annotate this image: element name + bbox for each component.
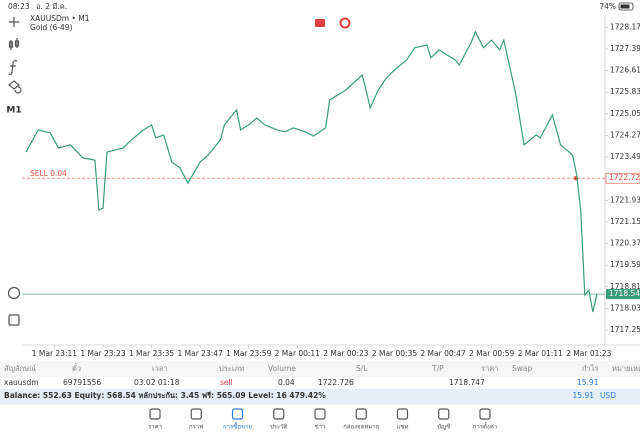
timeframe[interactable]: M1 bbox=[6, 106, 21, 116]
chart-subtitle: Gold (6-49) bbox=[30, 23, 73, 32]
table-cell: 1718.747 bbox=[449, 378, 485, 387]
balance-summary: Balance: 552.63 Equity: 568.54 หลักประกั… bbox=[4, 391, 326, 400]
tab-icon[interactable] bbox=[479, 408, 491, 420]
y-tick-label: 1724.270 bbox=[610, 130, 640, 139]
x-tick-label: 1 Mar 23:23 bbox=[80, 349, 126, 358]
function-icon[interactable] bbox=[8, 60, 18, 75]
balance-currency: USD bbox=[600, 391, 616, 400]
tab-icon[interactable] bbox=[231, 408, 244, 420]
table-header: เวลา bbox=[152, 364, 168, 373]
table-header: หมายเหตุ bbox=[612, 364, 640, 373]
x-tick-label: 1 Mar 23:35 bbox=[129, 349, 175, 358]
table-header: ราคา bbox=[481, 364, 498, 373]
x-tick-label: 2 Mar 01:11 bbox=[518, 349, 564, 358]
table-header: ประเภท bbox=[219, 364, 244, 373]
crosshair-icon[interactable] bbox=[9, 17, 19, 27]
y-tick-label: 1718.030 bbox=[610, 303, 640, 312]
y-tick-label: 1721.930 bbox=[610, 195, 640, 204]
tab-label[interactable]: ข่าว bbox=[315, 424, 326, 431]
x-tick-label: 1 Mar 23:47 bbox=[177, 349, 223, 358]
y-tick-label: 1723.490 bbox=[610, 152, 640, 161]
table-cell: 03.02 01:18 bbox=[134, 378, 180, 387]
tab-label[interactable]: กราฟ bbox=[189, 424, 203, 431]
x-tick-label: 2 Mar 01:23 bbox=[566, 349, 612, 358]
y-tick-label: 1727.390 bbox=[610, 44, 640, 53]
tab-icon[interactable] bbox=[314, 408, 326, 420]
x-tick-label: 2 Mar 00:59 bbox=[469, 349, 515, 358]
tab-label[interactable]: บัญชี bbox=[437, 423, 450, 431]
battery-level bbox=[620, 4, 630, 9]
chart-title: XAUUSDm • M1 bbox=[30, 14, 90, 23]
table-header: S/L bbox=[356, 364, 368, 373]
battery-icon bbox=[618, 2, 634, 11]
position-price-label: 1722.726 bbox=[609, 173, 640, 182]
y-tick-label: 1717.250 bbox=[610, 325, 640, 334]
balance-profit: 15.91 bbox=[573, 391, 595, 400]
left-toolbar: M1 bbox=[6, 17, 22, 326]
table-cell: sell bbox=[220, 378, 233, 387]
y-tick-label: 1725.050 bbox=[610, 109, 640, 118]
position-label: SELL 0.04 bbox=[30, 169, 67, 178]
table-cell: 15.91 bbox=[577, 378, 599, 387]
table-cell: 69791556 bbox=[63, 378, 101, 387]
y-tick-label: 1728.170 bbox=[610, 22, 640, 31]
table-header: Volume bbox=[268, 364, 296, 373]
y-tick-label: 1725.830 bbox=[610, 87, 640, 96]
trade-icon[interactable] bbox=[315, 19, 325, 27]
tab-icon[interactable] bbox=[438, 408, 450, 420]
y-tick-label: 1726.610 bbox=[610, 66, 640, 75]
table-header: T/P bbox=[431, 364, 444, 373]
status-time: 08:23 bbox=[8, 2, 30, 11]
indicator-icon[interactable] bbox=[8, 38, 20, 50]
add-icon[interactable] bbox=[8, 314, 20, 326]
tab-label[interactable]: แชท bbox=[397, 424, 409, 431]
tab-icon[interactable] bbox=[149, 408, 161, 420]
position-price-box bbox=[605, 172, 640, 184]
x-tick-label: 1 Mar 23:11 bbox=[32, 349, 78, 358]
table-header: กำไร bbox=[582, 364, 599, 373]
balance-bg bbox=[0, 389, 640, 403]
y-tick-label: 1718.810 bbox=[610, 282, 640, 291]
table-cell: 0.04 bbox=[278, 378, 295, 387]
y-tick-label: 1721.150 bbox=[610, 217, 640, 226]
last-price-box bbox=[606, 289, 640, 300]
tab-icon[interactable] bbox=[190, 408, 202, 420]
tab-label[interactable]: ประวัติ bbox=[270, 424, 288, 431]
status-date: อ. 2 มี.ค. bbox=[36, 2, 67, 11]
tab-icon[interactable] bbox=[273, 408, 285, 420]
table-header: ตั๋ว bbox=[72, 363, 81, 373]
table-cell: xauusdm bbox=[4, 378, 39, 387]
x-tick-label: 2 Mar 00:11 bbox=[275, 349, 321, 358]
tab-label[interactable]: การตั้งค่า bbox=[473, 421, 497, 431]
table-header: สัญลักษณ์ bbox=[4, 364, 36, 373]
tab-icon[interactable] bbox=[396, 408, 409, 420]
x-tick-label: 2 Mar 00:23 bbox=[323, 349, 369, 358]
tab-label[interactable]: ราคา bbox=[148, 424, 162, 431]
table-cell: 1722.726 bbox=[318, 378, 354, 387]
x-tick-label: 2 Mar 00:47 bbox=[420, 349, 466, 358]
zoom-icon[interactable] bbox=[7, 286, 21, 300]
tab-label[interactable]: การซื้อขาย bbox=[223, 421, 252, 431]
objects-icon[interactable] bbox=[8, 80, 22, 94]
x-tick-label: 1 Mar 23:59 bbox=[226, 349, 272, 358]
table-header: Swap bbox=[512, 364, 532, 373]
battery-text: 74% bbox=[599, 2, 616, 11]
price-line bbox=[25, 30, 598, 313]
tab-icon[interactable] bbox=[355, 408, 367, 420]
one-click-icon[interactable] bbox=[339, 17, 351, 29]
tab-label[interactable]: กล่องจดหมาย bbox=[343, 424, 379, 431]
y-tick-label: 1720.370 bbox=[610, 239, 640, 248]
x-tick-label: 2 Mar 00:35 bbox=[372, 349, 418, 358]
last-price-label: 1718.547 bbox=[609, 289, 640, 298]
table-header-bg bbox=[0, 361, 640, 377]
y-tick-label: 1719.590 bbox=[610, 260, 640, 269]
